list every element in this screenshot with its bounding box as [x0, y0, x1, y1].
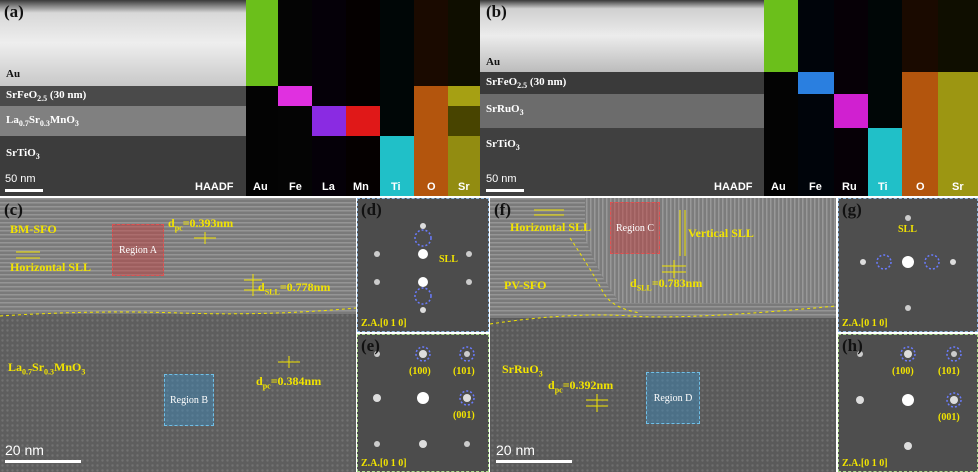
d-sll-label: dSLL=0.778nm: [258, 280, 331, 297]
panel-b: (b) Au SrFeO2.5 (30 nm) SrRuO3 SrTiO3 50…: [480, 0, 978, 196]
panel-d: (d) SLL Z.A.[0 1 0]: [357, 198, 489, 332]
panel-f: (f) Horizontal SLL Vertical SLL PV-SFO d…: [490, 198, 836, 472]
panel-e: (e) (100) (101) (001) Z.A.[0 1 0]: [357, 334, 489, 472]
region-b: Region B: [164, 374, 214, 426]
d-pc-bottom-label: dpc=0.384nm: [256, 374, 322, 391]
map-label-o: O: [427, 181, 436, 193]
region-c: Region C: [610, 202, 660, 254]
scale-label: 20 nm: [5, 442, 44, 458]
zone-axis-label: Z.A.[0 1 0]: [361, 458, 407, 469]
map-label-sr: Sr: [952, 181, 964, 193]
layer-sro-label: SrRuO3: [486, 103, 524, 118]
panel-d-fft-image: [357, 198, 489, 332]
scale-bar: [486, 189, 524, 192]
sll-label: SLL: [439, 254, 458, 265]
layer-lsmo-label: La0.7Sr0.3MnO3: [6, 114, 79, 129]
scale-bar: [5, 189, 43, 192]
index-001-label: (001): [453, 410, 475, 421]
pv-sfo-label: PV-SFO: [504, 278, 547, 292]
d-pc-label: dpc=0.392nm: [548, 378, 614, 395]
map-label-au: Au: [253, 181, 268, 193]
scale-bar: [5, 460, 81, 463]
panel-a: (a) Au SrFeO2.5 (30 nm) La0.7Sr0.3MnO3 S…: [0, 0, 486, 196]
index-101-label: (101): [938, 366, 960, 377]
panel-h-fft-image: [838, 334, 978, 472]
zone-axis-label: Z.A.[0 1 0]: [842, 318, 888, 329]
bm-sfo-label: BM-SFO: [10, 222, 57, 236]
panel-f-label: (f): [494, 200, 511, 219]
horizontal-sll-label: Horizontal SLL: [510, 220, 592, 234]
panel-c-image: [0, 198, 356, 472]
panel-b-image: [480, 0, 978, 196]
d-sll-label: dSLL=0.783nm: [630, 276, 703, 293]
map-label-haadf: HAADF: [714, 181, 753, 193]
map-label-haadf: HAADF: [195, 181, 234, 193]
map-label-sr: Sr: [458, 181, 470, 193]
map-label-ru: Ru: [842, 181, 857, 193]
layer-sto-label: SrTiO3: [6, 147, 40, 162]
lsmo-label: La0.7Sr0.3MnO3: [8, 360, 86, 377]
zone-axis-label: Z.A.[0 1 0]: [361, 318, 407, 329]
region-a: Region A: [112, 224, 164, 276]
index-001-label: (001): [938, 412, 960, 423]
panel-h: (h) (100) (101) (001) Z.A.[0 1 0]: [838, 334, 978, 472]
vertical-sll-label: Vertical SLL: [688, 226, 754, 240]
layer-sto-label: SrTiO3: [486, 138, 520, 153]
map-label-mn: Mn: [353, 181, 369, 193]
zone-axis-label: Z.A.[0 1 0]: [842, 458, 888, 469]
panel-d-frame: [357, 198, 489, 332]
panel-c: (c) BM-SFO Horizontal SLL dpc=0.393nm dS…: [0, 198, 356, 472]
panel-c-label: (c): [4, 200, 23, 219]
index-100-label: (100): [892, 366, 914, 377]
map-label-ti: Ti: [391, 181, 401, 193]
scale-bar: [496, 460, 572, 463]
layer-au-label: Au: [486, 56, 501, 68]
map-label-au: Au: [771, 181, 786, 193]
panel-g: (g) SLL Z.A.[0 1 0]: [838, 198, 978, 332]
d-pc-top-label: dpc=0.393nm: [168, 216, 234, 233]
scale-label: 20 nm: [496, 442, 535, 458]
sro-label: SrRuO3: [502, 362, 543, 379]
map-label-fe: Fe: [289, 181, 302, 193]
panel-g-fft-image: [838, 198, 978, 332]
index-100-label: (100): [409, 366, 431, 377]
sll-label: SLL: [898, 224, 917, 235]
panel-a-image: [0, 0, 486, 196]
map-label-ti: Ti: [878, 181, 888, 193]
horizontal-sll-label: Horizontal SLL: [10, 260, 92, 274]
panel-b-label: (b): [486, 2, 507, 21]
panel-e-label: (e): [361, 336, 380, 355]
panel-a-label: (a): [4, 2, 24, 21]
panel-f-image: [490, 198, 836, 472]
panel-h-label: (h): [842, 336, 863, 355]
index-101-label: (101): [453, 366, 475, 377]
region-d: Region D: [646, 372, 700, 424]
panel-d-label: (d): [361, 200, 382, 219]
scale-label: 50 nm: [5, 173, 36, 185]
map-label-la: La: [322, 181, 335, 193]
map-label-o: O: [916, 181, 925, 193]
map-label-fe: Fe: [809, 181, 822, 193]
panel-e-fft-image: [357, 334, 489, 472]
layer-sfo-label: SrFeO2.5 (30 nm): [486, 76, 567, 91]
layer-au-label: Au: [6, 68, 21, 80]
layer-sfo-label: SrFeO2.5 (30 nm): [6, 89, 87, 104]
scale-label: 50 nm: [486, 173, 517, 185]
panel-g-label: (g): [842, 200, 862, 219]
